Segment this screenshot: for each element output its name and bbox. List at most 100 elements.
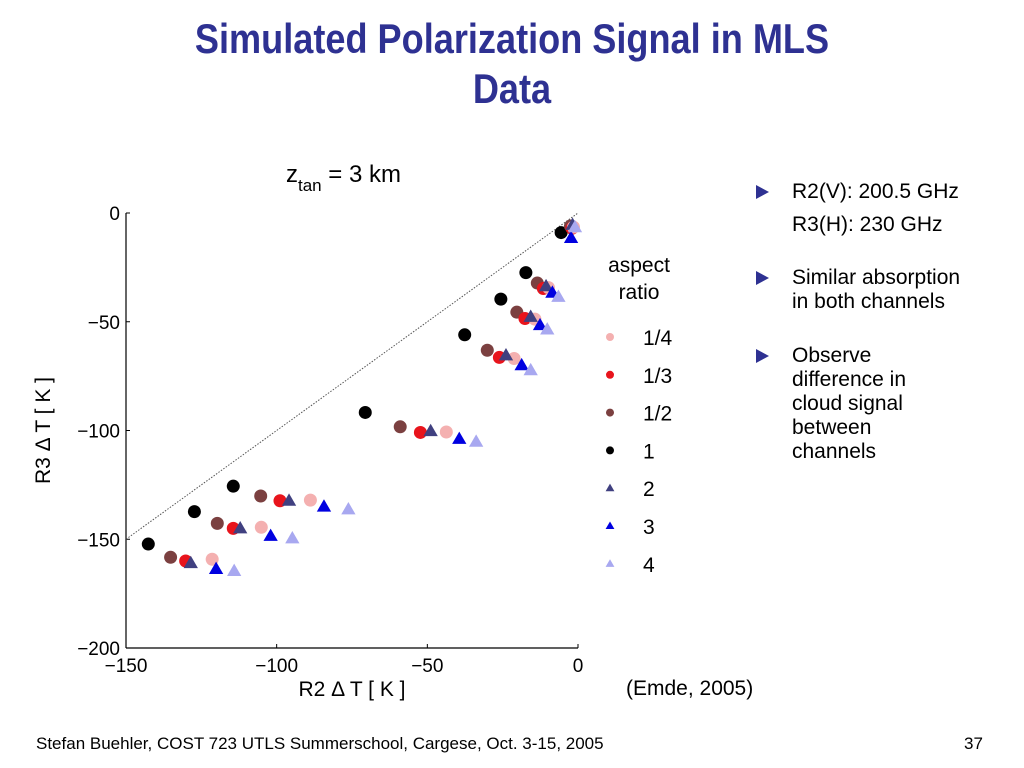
data-point <box>507 352 521 366</box>
data-point <box>358 405 372 419</box>
legend-marker <box>606 333 614 341</box>
chart-title-main: z <box>286 161 298 188</box>
y-tick-label: −150 <box>77 530 120 551</box>
data-point <box>538 278 554 292</box>
data-point <box>141 537 155 551</box>
legend-label: 1/4 <box>643 327 673 350</box>
bullet-item-observe: Observe difference in cloud signal betwe… <box>752 344 1017 464</box>
legend-item: 1/4 <box>606 327 673 350</box>
data-point <box>554 226 568 240</box>
legend-marker <box>605 559 615 567</box>
data-point <box>233 520 248 534</box>
y-tick-label: −50 <box>88 313 120 334</box>
data-point <box>551 289 566 302</box>
data-point <box>263 528 278 541</box>
series-4 <box>227 219 583 576</box>
reference-line-segment <box>125 212 579 540</box>
data-point <box>254 489 268 503</box>
data-point <box>498 348 514 361</box>
data-point <box>164 550 178 564</box>
legend-item: 1 <box>606 440 655 463</box>
data-point <box>480 343 494 357</box>
data-point <box>567 219 583 233</box>
data-point <box>205 552 219 566</box>
footer-text: Stefan Buehler, COST 723 UTLS Summerscho… <box>36 734 604 753</box>
legend-title: aspect <box>608 254 670 277</box>
legend-label: 2 <box>643 478 655 501</box>
axes: 0−50−100−150−200−150 −100 −50 0 <box>77 204 583 677</box>
series-1-2 <box>164 219 577 564</box>
triangle-right-icon <box>756 349 769 363</box>
bullet-item-absorption: Similar absorption in both channels <box>752 266 1017 314</box>
svg-text:ztan = 3 km: ztan = 3 km <box>286 161 401 195</box>
data-point <box>208 561 224 574</box>
bullet-text: difference in <box>792 368 907 391</box>
page-number: 37 <box>964 734 983 753</box>
data-point <box>519 266 533 280</box>
x-tick-label: −50 <box>411 656 443 677</box>
data-point <box>303 493 317 507</box>
y-tick-label: −200 <box>77 639 120 660</box>
data-point <box>514 357 529 371</box>
bullet-text: Observe <box>792 344 872 367</box>
data-point <box>563 230 579 243</box>
chart-title-rest: = 3 km <box>322 161 401 188</box>
x-axis-label: R2 Δ T [ K ] <box>298 678 405 701</box>
triangle-right-icon <box>756 271 769 285</box>
x-tick-label: 0 <box>573 656 584 677</box>
legend-label: 1 <box>643 440 655 463</box>
data-point <box>439 425 453 439</box>
legend-marker <box>606 408 614 417</box>
legend-item: 1/3 <box>606 365 672 388</box>
series-1-3 <box>179 221 579 568</box>
data-point <box>452 431 467 444</box>
reference-line <box>125 212 579 540</box>
series-1 <box>141 226 568 551</box>
data-point <box>285 530 300 544</box>
data-point <box>316 499 332 512</box>
data-point <box>393 420 407 434</box>
data-point <box>254 520 268 534</box>
data-point <box>494 292 508 306</box>
data-point <box>540 322 555 335</box>
series-3 <box>208 230 579 574</box>
data-point <box>210 516 224 530</box>
triangle-right-icon <box>756 185 769 199</box>
legend-marker <box>606 370 614 379</box>
y-tick-label: −100 <box>77 422 120 443</box>
data-point <box>532 317 548 331</box>
data-point <box>423 423 438 437</box>
legend-marker <box>605 483 615 492</box>
bullet-text: Similar absorption <box>792 266 961 289</box>
legend-marker <box>606 446 614 455</box>
bullet-text: R2(V): 200.5 GHz <box>792 180 959 203</box>
legend-label: 1/3 <box>643 365 672 388</box>
data-points <box>141 217 583 576</box>
data-point <box>458 328 472 342</box>
slide-title: Simulated Polarization Signal in MLS Dat… <box>72 14 953 114</box>
y-tick-label: 0 <box>109 204 120 225</box>
bullet-text: in both channels <box>792 290 945 313</box>
legend-item: 4 <box>605 554 655 577</box>
legend-item: 2 <box>605 478 655 501</box>
legend-marker <box>605 521 615 530</box>
data-point <box>341 502 356 515</box>
slide-title-line-1: Simulated Polarization Signal in MLS <box>194 15 830 62</box>
legend-label: 1/2 <box>643 403 672 426</box>
bullet-text: channels <box>792 440 877 463</box>
bullet-item-frequencies: R2(V): 200.5 GHz R3(H): 230 GHz <box>752 180 1017 237</box>
legend: aspect ratio 1/4 1/3 1/2 1 2 3 4 <box>605 254 673 577</box>
slide-title-line-2: Data <box>472 65 552 112</box>
data-point <box>413 425 427 439</box>
bullet-text: cloud signal <box>792 392 903 415</box>
citation: (Emde, 2005) <box>626 677 754 700</box>
x-tick-label: −100 <box>255 656 298 677</box>
data-point <box>226 479 240 493</box>
y-axis-label: R3 Δ T [ K ] <box>32 377 55 484</box>
chart-title: ztan = 3 km <box>286 161 401 195</box>
bullet-text: R3(H): 230 GHz <box>792 213 943 236</box>
legend-item: 3 <box>605 516 655 539</box>
legend-label: 4 <box>643 554 655 577</box>
data-point <box>523 309 538 322</box>
